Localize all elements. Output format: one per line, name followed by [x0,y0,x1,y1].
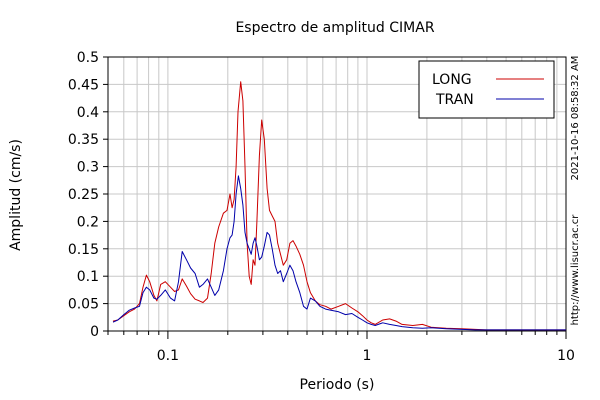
series-line-tran [112,175,566,331]
axis-ticks [103,56,567,339]
x-tick-label: 0.1 [157,348,179,364]
legend: LONG TRAN [418,60,555,119]
y-tick-label: 0.05 [68,297,99,313]
y-axis-tick-labels: 0 0.05 0.1 0.15 0.2 0.25 0.3 0.35 0.4 0.45 0.5 [68,50,99,340]
y-tick-label: 0.5 [77,50,99,66]
y-tick-label: 0.3 [77,160,99,176]
timestamp-label: 2021-10-16 08:58:32 AM [570,56,581,181]
legend-box [418,60,555,119]
y-tick-label: 0.35 [68,132,99,148]
x-axis-label: Periodo (s) [300,377,375,393]
legend-label-tran: TRAN [435,92,474,108]
y-tick-label: 0.4 [77,105,99,121]
y-tick-label: 0.2 [77,214,99,230]
y-axis-label: Amplitud (cm/s) [8,139,24,251]
chart-title: Espectro de amplitud CIMAR [235,20,434,36]
y-tick-label: 0.45 [68,77,99,93]
legend-label-long: LONG [432,72,472,88]
x-tick-label: 10 [557,348,575,364]
x-axis-tick-labels: 0.1 1 10 [157,348,575,364]
website-label: http://www.lisucr.ac.cr [570,214,581,326]
y-tick-label: 0.15 [68,242,99,258]
y-tick-label: 0.1 [77,269,99,285]
series-line-long [112,81,566,331]
y-tick-label: 0.25 [68,187,99,203]
y-tick-label: 0 [90,324,99,340]
series-lines [112,81,566,331]
x-tick-label: 1 [363,348,372,364]
